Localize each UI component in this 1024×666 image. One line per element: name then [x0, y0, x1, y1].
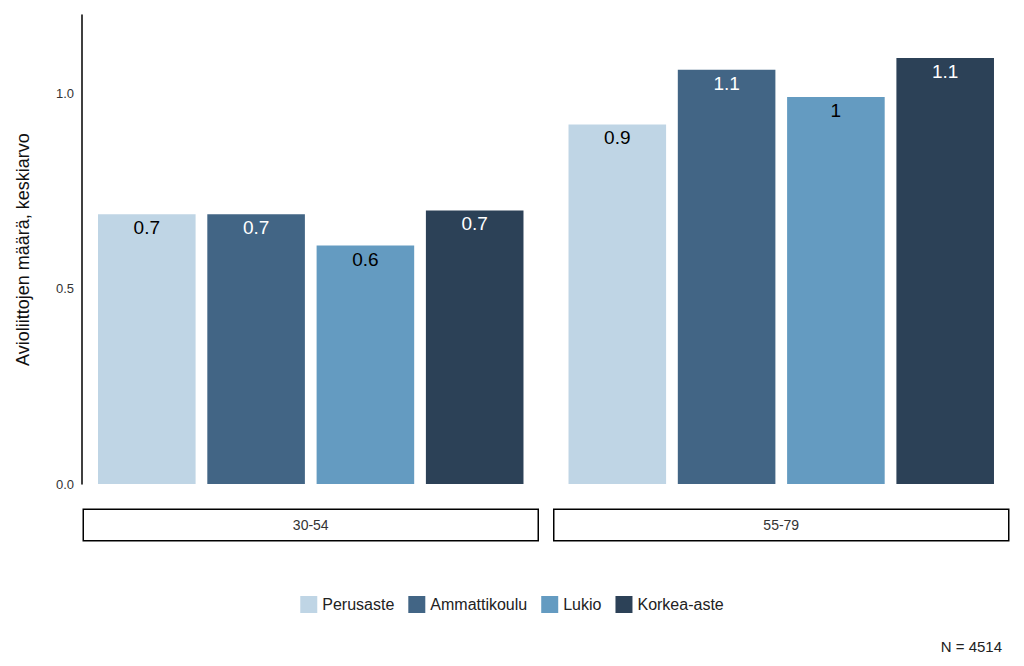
svg-text:55-79: 55-79 [763, 517, 799, 533]
svg-text:30-54: 30-54 [293, 517, 329, 533]
svg-text:Avioliittojen määrä, keskiarvo: Avioliittojen määrä, keskiarvo [13, 133, 33, 366]
svg-text:Korkea-aste: Korkea-aste [637, 596, 723, 613]
svg-text:0.9: 0.9 [604, 127, 630, 148]
svg-text:0.0: 0.0 [56, 477, 74, 492]
svg-text:0.6: 0.6 [352, 249, 378, 270]
svg-text:1.0: 1.0 [56, 86, 74, 101]
svg-text:Perusaste: Perusaste [322, 596, 394, 613]
svg-text:N = 4514: N = 4514 [941, 638, 1002, 655]
svg-text:0.5: 0.5 [56, 281, 74, 296]
svg-text:1: 1 [831, 100, 842, 121]
svg-text:1.1: 1.1 [932, 61, 958, 82]
svg-text:Lukio: Lukio [563, 596, 601, 613]
svg-text:0.7: 0.7 [134, 217, 160, 238]
svg-text:Ammattikoulu: Ammattikoulu [430, 596, 527, 613]
svg-text:1.1: 1.1 [713, 73, 739, 94]
svg-text:0.7: 0.7 [243, 217, 269, 238]
svg-text:0.7: 0.7 [461, 213, 487, 234]
